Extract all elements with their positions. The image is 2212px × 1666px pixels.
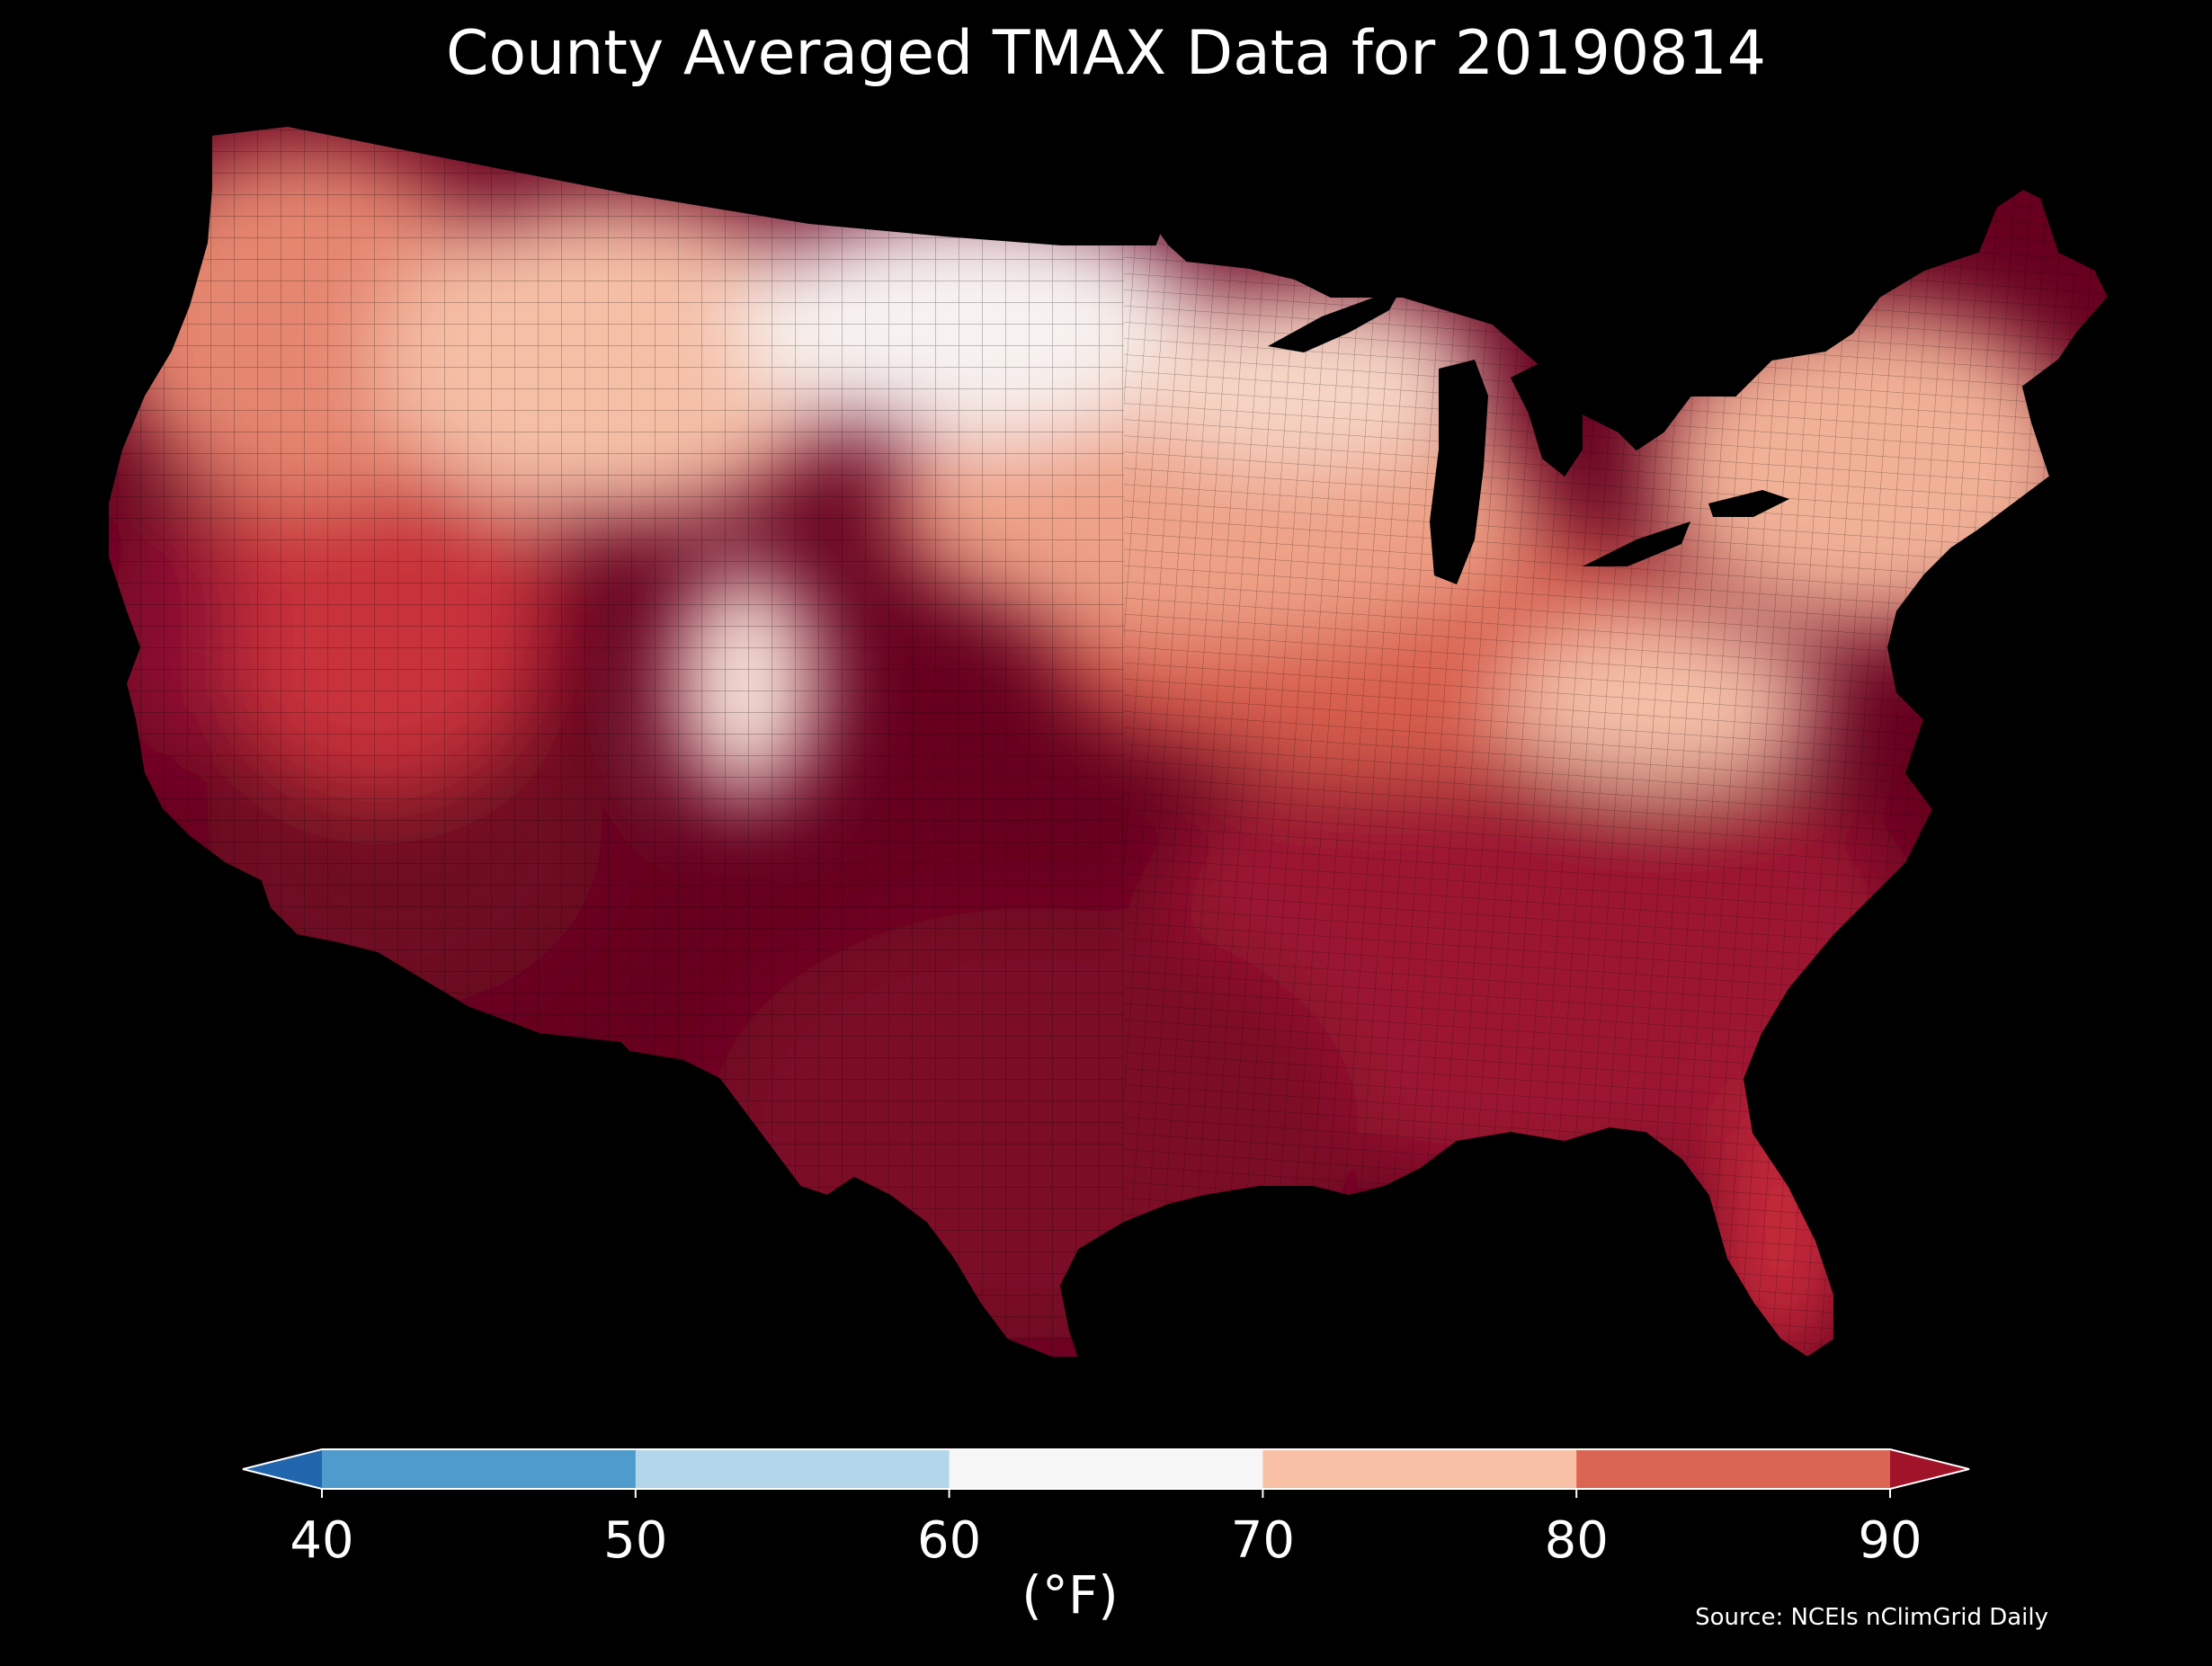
lake-ontario: [1708, 490, 1789, 517]
colorbar-extend-high: [1890, 1449, 1969, 1489]
great-lakes: [1268, 286, 1789, 584]
colorbar-bin-50-60: [635, 1449, 950, 1489]
colorbar-tick-label: 60: [917, 1511, 981, 1570]
lake-michigan: [1430, 360, 1488, 584]
lake-huron: [1511, 360, 1583, 477]
colorbar-bin-40-50: [322, 1449, 637, 1489]
colorbar-units-label: (°F): [1021, 1564, 1119, 1626]
chart-title: County Averaged TMAX Data for 20190814: [446, 18, 1766, 89]
lake-erie: [1583, 521, 1690, 566]
colorbar-tick-label: 50: [603, 1511, 667, 1570]
us-outline: [107, 124, 2110, 1359]
colorbar-bin-70-80: [1262, 1449, 1577, 1489]
colorbar-extend-low: [243, 1449, 322, 1489]
colorbar-tick-label: 40: [290, 1511, 353, 1570]
colorbar-bin-80-90: [1576, 1449, 1891, 1489]
source-credit: Source: NCEIs nClimGrid Daily: [1695, 1604, 2048, 1631]
colorbar-bin-60-70: [949, 1449, 1263, 1489]
colorbar-tick-label: 70: [1231, 1511, 1295, 1570]
colorbar-tick-label: 80: [1545, 1511, 1609, 1570]
lake-superior: [1268, 286, 1403, 352]
colorbar-tick-label: 90: [1858, 1511, 1922, 1570]
